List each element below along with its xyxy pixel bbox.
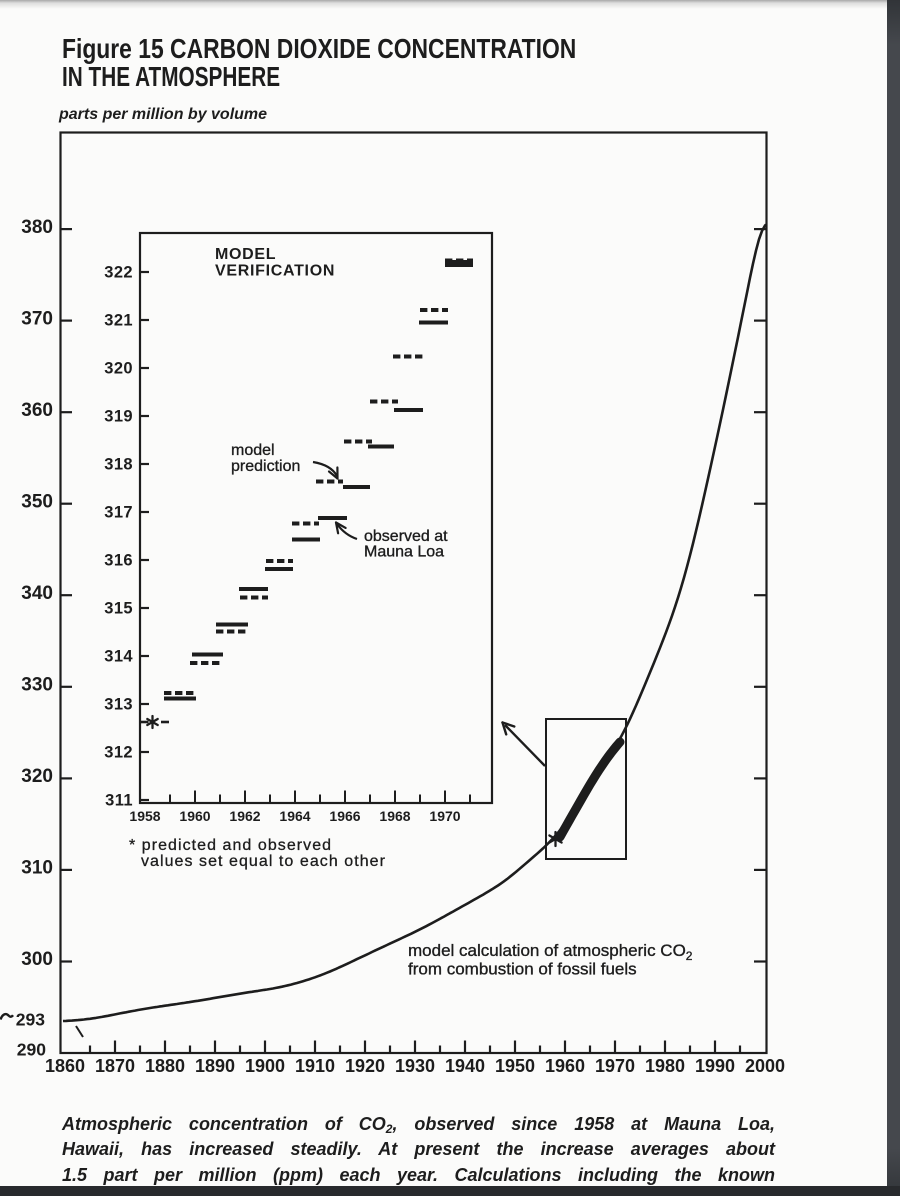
svg-text:1990: 1990 bbox=[695, 1056, 735, 1076]
svg-text:observed at: observed at bbox=[364, 528, 448, 545]
svg-text:1870: 1870 bbox=[95, 1056, 135, 1076]
svg-text:VERIFICATION: VERIFICATION bbox=[215, 263, 335, 280]
svg-text:380: 380 bbox=[21, 217, 53, 238]
svg-text:360: 360 bbox=[21, 400, 53, 421]
svg-text:prediction: prediction bbox=[231, 458, 300, 475]
svg-text:340: 340 bbox=[21, 583, 53, 604]
svg-text:* predicted and observed: * predicted and observed bbox=[129, 837, 332, 854]
svg-text:from combustion of fossil fuel: from combustion of fossil fuels bbox=[408, 960, 637, 979]
svg-text:1980: 1980 bbox=[645, 1056, 685, 1076]
svg-text:1970: 1970 bbox=[429, 808, 460, 824]
svg-text:1964: 1964 bbox=[279, 808, 310, 824]
svg-text:1860: 1860 bbox=[45, 1056, 85, 1076]
svg-text:1900: 1900 bbox=[245, 1056, 285, 1076]
svg-text:350: 350 bbox=[21, 492, 53, 513]
svg-text:model calculation of atmospher: model calculation of atmospheric CO2 bbox=[408, 941, 693, 963]
svg-text:290: 290 bbox=[17, 1040, 46, 1060]
svg-text:1910: 1910 bbox=[295, 1056, 335, 1076]
svg-text:1940: 1940 bbox=[445, 1056, 485, 1076]
svg-text:1960: 1960 bbox=[545, 1056, 585, 1076]
svg-text:1962: 1962 bbox=[229, 808, 260, 824]
svg-text:316: 316 bbox=[104, 552, 133, 570]
svg-text:321: 321 bbox=[104, 312, 133, 330]
svg-text:1958: 1958 bbox=[129, 808, 160, 824]
svg-text:1890: 1890 bbox=[195, 1056, 235, 1076]
svg-text:300: 300 bbox=[21, 949, 53, 970]
svg-text:model: model bbox=[231, 442, 275, 459]
svg-text:319: 319 bbox=[104, 408, 133, 426]
svg-text:312: 312 bbox=[104, 744, 133, 762]
svg-text:1966: 1966 bbox=[329, 808, 360, 824]
svg-text:313: 313 bbox=[104, 696, 133, 714]
svg-text:1880: 1880 bbox=[145, 1056, 185, 1076]
svg-text:1920: 1920 bbox=[345, 1056, 385, 1076]
svg-text:1960: 1960 bbox=[179, 808, 210, 824]
svg-text:293: 293 bbox=[16, 1010, 45, 1030]
svg-text:1950: 1950 bbox=[495, 1056, 535, 1076]
svg-text:MODEL: MODEL bbox=[215, 246, 276, 263]
svg-text:2000: 2000 bbox=[745, 1056, 785, 1076]
svg-text:Mauna Loa: Mauna Loa bbox=[364, 544, 444, 561]
svg-text:311: 311 bbox=[105, 792, 133, 810]
svg-text:322: 322 bbox=[104, 264, 133, 282]
svg-text:314: 314 bbox=[104, 648, 133, 666]
svg-text:330: 330 bbox=[21, 675, 53, 696]
svg-text:320: 320 bbox=[21, 766, 53, 787]
svg-text:315: 315 bbox=[104, 600, 133, 618]
svg-text:310: 310 bbox=[21, 858, 53, 879]
svg-text:1930: 1930 bbox=[395, 1056, 435, 1076]
svg-text:1968: 1968 bbox=[379, 808, 410, 824]
svg-text:317: 317 bbox=[104, 504, 133, 522]
svg-text:370: 370 bbox=[21, 308, 53, 329]
svg-text:1970: 1970 bbox=[595, 1056, 635, 1076]
svg-text:320: 320 bbox=[104, 360, 133, 378]
svg-text:318: 318 bbox=[104, 456, 133, 474]
svg-text:values set equal to each other: values set equal to each other bbox=[141, 853, 386, 870]
